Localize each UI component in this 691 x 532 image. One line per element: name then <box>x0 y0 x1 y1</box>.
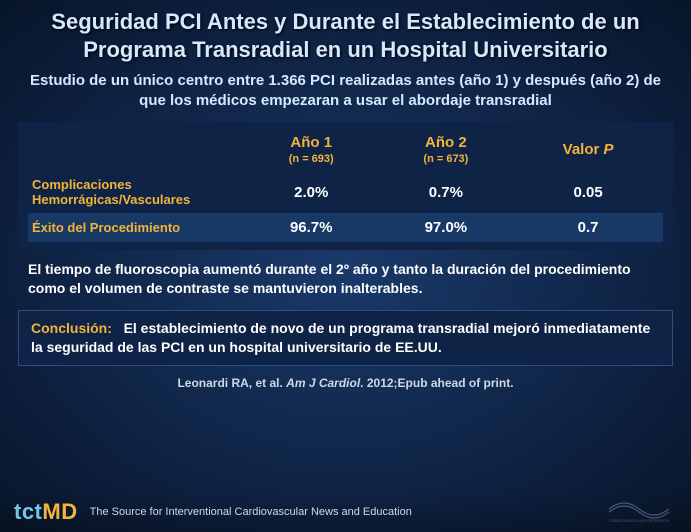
crf-logo-icon: CARDIOVASCULAR RESEARCH <box>599 492 679 526</box>
table-corner <box>28 128 244 171</box>
citation-rest: . 2012;Epub ahead of print. <box>360 376 513 390</box>
slide-subtitle: Estudio de un único centro entre 1.366 P… <box>14 71 677 110</box>
note-text: El tiempo de fluoroscopia aumentó durant… <box>14 260 677 298</box>
col-header-year1-n: (n = 693) <box>248 153 375 165</box>
footer: tctMD The Source for Interventional Card… <box>0 492 691 532</box>
conclusion-body: El establecimiento de novo de un program… <box>31 320 650 355</box>
crf-logo: CARDIOVASCULAR RESEARCH <box>599 492 679 526</box>
citation-authors: Leonardi RA, et al. <box>177 376 286 390</box>
col-header-year1-label: Año 1 <box>290 134 332 151</box>
conclusion-box: Conclusión: El establecimiento de novo d… <box>18 310 673 366</box>
data-table-container: Año 1 (n = 693) Año 2 (n = 673) Valor P … <box>18 122 673 250</box>
cell-value: 0.05 <box>513 171 663 213</box>
col-header-year2-label: Año 2 <box>425 134 467 151</box>
data-table: Año 1 (n = 693) Año 2 (n = 673) Valor P … <box>28 128 663 242</box>
table-row: Éxito del Procedimiento 96.7% 97.0% 0.7 <box>28 213 663 242</box>
logo-md: MD <box>42 499 77 524</box>
cell-value: 97.0% <box>379 213 514 242</box>
cell-value: 2.0% <box>244 171 379 213</box>
row-label: Complicaciones Hemorrágicas/Vasculares <box>28 171 244 213</box>
conclusion-label: Conclusión: <box>31 320 112 336</box>
cell-value: 96.7% <box>244 213 379 242</box>
conclusion-text <box>116 320 124 336</box>
logo-tct: tct <box>14 499 42 524</box>
tctmd-logo: tctMD <box>14 499 78 525</box>
col-header-pvalue: Valor P <box>513 128 663 171</box>
col-header-year1: Año 1 (n = 693) <box>244 128 379 171</box>
cell-value: 0.7% <box>379 171 514 213</box>
svg-text:CARDIOVASCULAR RESEARCH: CARDIOVASCULAR RESEARCH <box>609 518 669 523</box>
col-header-year2-n: (n = 673) <box>383 153 510 165</box>
slide: Seguridad PCI Antes y Durante el Estable… <box>0 0 691 532</box>
pvalue-p: P <box>604 141 614 158</box>
col-header-year2: Año 2 (n = 673) <box>379 128 514 171</box>
slide-title: Seguridad PCI Antes y Durante el Estable… <box>14 8 677 63</box>
row-label: Éxito del Procedimiento <box>28 213 244 242</box>
cell-value: 0.7 <box>513 213 663 242</box>
citation: Leonardi RA, et al. Am J Cardiol. 2012;E… <box>14 376 677 392</box>
footer-tagline: The Source for Interventional Cardiovasc… <box>90 506 412 518</box>
citation-journal: Am J Cardiol <box>286 376 360 390</box>
table-row: Complicaciones Hemorrágicas/Vasculares 2… <box>28 171 663 213</box>
pvalue-pre: Valor <box>563 141 604 158</box>
